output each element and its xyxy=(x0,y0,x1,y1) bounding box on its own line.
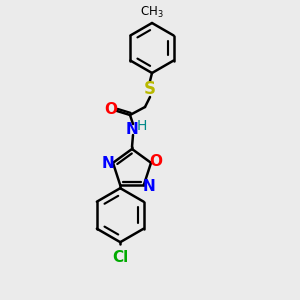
Text: O: O xyxy=(149,154,163,169)
Text: Cl: Cl xyxy=(112,250,128,265)
Text: H: H xyxy=(137,119,147,133)
Text: O: O xyxy=(104,103,118,118)
Text: N: N xyxy=(102,156,114,171)
Text: N: N xyxy=(126,122,138,136)
Text: N: N xyxy=(142,179,155,194)
Text: CH$_3$: CH$_3$ xyxy=(140,5,164,20)
Text: S: S xyxy=(144,80,156,98)
